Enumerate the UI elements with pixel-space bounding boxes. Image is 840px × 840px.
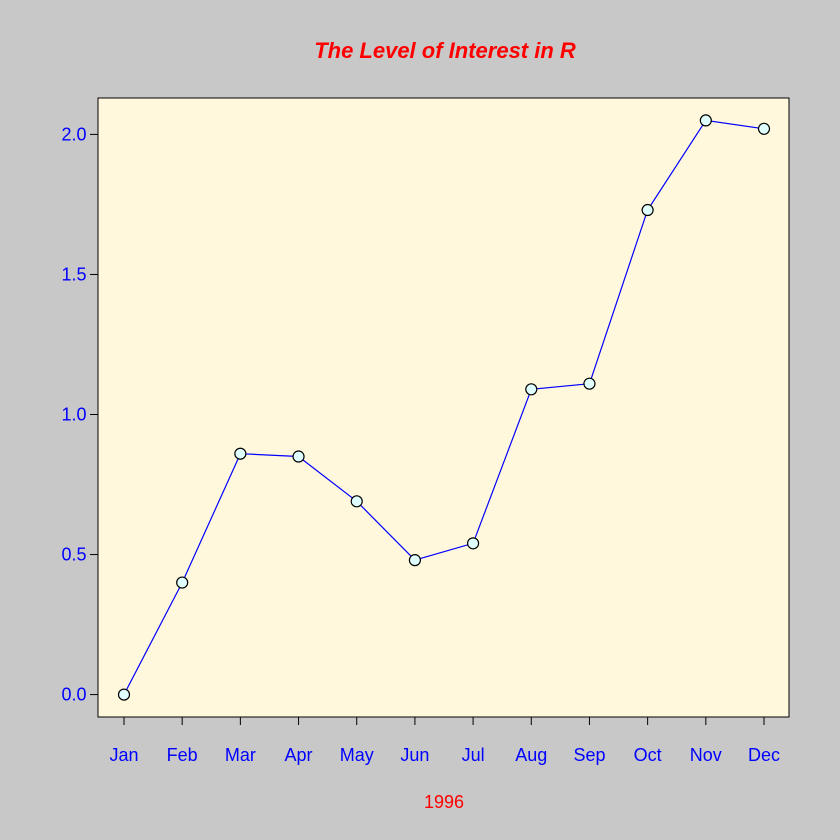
- y-tick-label: 0.5: [61, 545, 86, 565]
- x-tick-label: May: [340, 745, 374, 765]
- data-point: [408, 554, 422, 567]
- data-point: [117, 688, 131, 701]
- x-axis-label: 1996: [424, 792, 464, 812]
- data-point: [757, 122, 771, 135]
- y-axis: 0.0 0.5 1.0 1.5 2.0: [61, 124, 98, 705]
- data-point: [176, 576, 189, 589]
- y-tick-label: 2.0: [61, 124, 86, 144]
- data-point: [350, 495, 363, 508]
- data-point: [234, 447, 247, 460]
- plot-area: [97, 97, 790, 718]
- x-tick-label: Feb: [167, 745, 198, 765]
- y-tick-label: 1.0: [61, 405, 86, 425]
- x-tick-label: Oct: [634, 745, 662, 765]
- data-point: [699, 114, 712, 127]
- data-point: [525, 383, 538, 396]
- data-point: [466, 537, 480, 550]
- x-tick-label: Jan: [109, 745, 138, 765]
- data-point: [641, 203, 654, 217]
- x-tick-label: Jul: [462, 745, 485, 765]
- x-tick-label: Jun: [400, 745, 429, 765]
- x-tick-label: Nov: [690, 745, 722, 765]
- x-axis: Jan Feb Mar Apr May Jun Jul Aug Sep Oct Nov Dec: [109, 717, 780, 765]
- data-point: [583, 377, 596, 390]
- data-points: [117, 114, 771, 701]
- x-tick-label: Apr: [285, 745, 313, 765]
- x-tick-label: Dec: [748, 745, 780, 765]
- y-tick-label: 1.5: [61, 264, 86, 284]
- x-tick-label: Sep: [573, 745, 605, 765]
- y-tick-label: 0.0: [61, 685, 86, 705]
- series-line: [123, 119, 765, 695]
- x-tick-label: Mar: [225, 745, 256, 765]
- data-point: [292, 450, 305, 463]
- chart-title: The Level of Interest in R: [314, 38, 576, 63]
- x-tick-label: Aug: [515, 745, 547, 765]
